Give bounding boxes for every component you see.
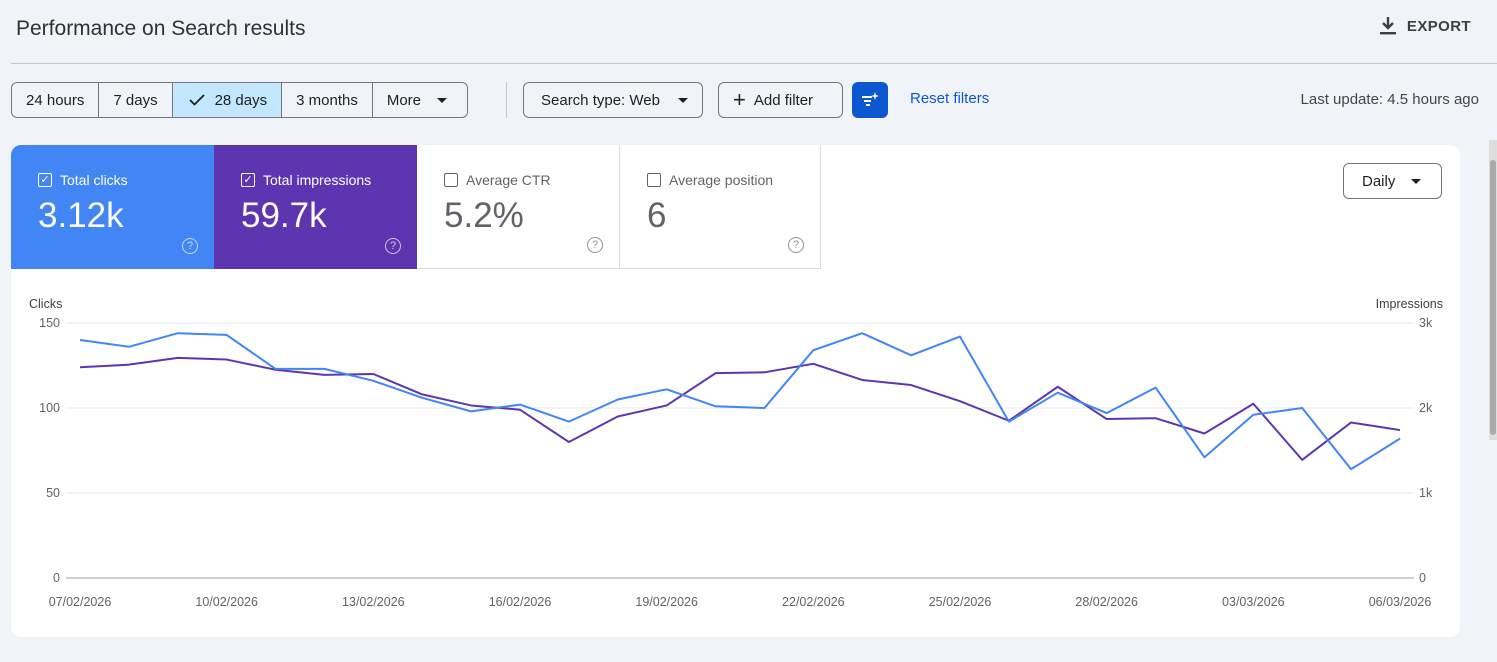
metric-value: 3.12k	[38, 196, 124, 235]
y-axis-left-label: Clicks	[29, 297, 63, 311]
metric-total-clicks[interactable]: ✓ Total clicks 3.12k ?	[11, 145, 214, 269]
help-icon[interactable]: ?	[182, 238, 198, 254]
range-24-hours[interactable]: 24 hours	[12, 83, 100, 117]
series-line-total-impressions	[79, 356, 1401, 461]
checkbox-checked-icon[interactable]: ✓	[38, 173, 52, 187]
range-label: 3 months	[296, 91, 358, 109]
page-title: Performance on Search results	[16, 17, 306, 40]
caret-down-icon	[677, 97, 688, 103]
help-icon[interactable]: ?	[385, 238, 401, 254]
x-tick: 10/02/2026	[195, 595, 258, 609]
range-3-months[interactable]: 3 months	[282, 83, 373, 117]
y-tick-left: 100	[39, 401, 60, 415]
x-tick: 25/02/2026	[929, 595, 992, 609]
y-tick-right: 0	[1419, 571, 1426, 585]
plus-icon: +	[733, 87, 746, 112]
y-axis-right-label: Impressions	[1375, 297, 1443, 311]
date-range-selector: 24 hours 7 days 28 days 3 months More	[11, 82, 469, 118]
range-label: 28 days	[214, 91, 268, 109]
y-tick-right: 3k	[1419, 316, 1433, 330]
range-label: 7 days	[113, 91, 158, 109]
x-tick: 28/02/2026	[1075, 595, 1138, 609]
toolbar-separator	[506, 82, 507, 118]
add-filter-label: Add filter	[753, 91, 814, 109]
checkbox-checked-icon[interactable]: ✓	[241, 173, 255, 187]
x-tick: 03/03/2026	[1222, 595, 1285, 609]
export-label: EXPORT	[1406, 17, 1471, 35]
reset-filters-link[interactable]: Reset filters	[910, 90, 990, 107]
caret-down-icon	[437, 97, 448, 103]
range-more[interactable]: More	[373, 83, 467, 117]
metric-label: Total impressions	[263, 172, 372, 188]
x-tick: 06/03/2026	[1369, 595, 1432, 609]
add-filter-button[interactable]: + Add filter	[718, 82, 843, 118]
series-line-total-clicks	[79, 332, 1401, 471]
y-tick-right: 1k	[1419, 486, 1433, 500]
metric-value: 6	[647, 196, 667, 235]
range-label: 24 hours	[26, 91, 85, 109]
x-tick: 19/02/2026	[635, 595, 698, 609]
last-update: Last update: 4.5 hours ago	[1300, 91, 1479, 108]
range-7-days[interactable]: 7 days	[99, 83, 173, 117]
metric-value: 59.7k	[241, 196, 327, 235]
caret-down-icon	[1411, 178, 1422, 184]
performance-card: ✓ Total clicks 3.12k ? ✓ Total impressions…	[11, 145, 1460, 637]
scrollbar-thumb[interactable]	[1490, 160, 1496, 435]
y-tick-left: 150	[39, 316, 60, 330]
x-tick: 13/02/2026	[342, 595, 405, 609]
range-28-days[interactable]: 28 days	[172, 83, 283, 117]
download-icon	[1379, 17, 1396, 35]
metric-label: Total clicks	[60, 172, 128, 188]
metric-average-ctr[interactable]: Average CTR 5.2% ?	[417, 145, 620, 269]
granularity-label: Daily	[1362, 172, 1396, 190]
x-tick: 07/02/2026	[49, 595, 112, 609]
search-type-label: Search type: Web	[541, 91, 660, 109]
header-divider	[11, 63, 1497, 64]
check-icon	[188, 94, 205, 106]
smart-filter-button[interactable]	[852, 82, 888, 118]
metric-average-position[interactable]: Average position 6 ?	[620, 145, 821, 269]
scrollbar[interactable]	[1489, 140, 1497, 440]
metric-label: Average CTR	[466, 172, 551, 188]
checkbox-unchecked-icon[interactable]	[647, 173, 661, 187]
search-type-dropdown[interactable]: Search type: Web	[523, 82, 703, 118]
export-button[interactable]: EXPORT	[1379, 16, 1471, 36]
metric-value: 5.2%	[444, 196, 524, 235]
y-tick-right: 2k	[1419, 401, 1433, 415]
x-tick: 22/02/2026	[782, 595, 845, 609]
filter-sparkle-icon	[862, 92, 879, 106]
y-tick-left: 0	[53, 571, 60, 585]
metric-total-impressions[interactable]: ✓ Total impressions 59.7k ?	[214, 145, 417, 269]
range-label: More	[386, 91, 422, 109]
x-tick: 16/02/2026	[489, 595, 552, 609]
help-icon[interactable]: ?	[788, 237, 804, 253]
checkbox-unchecked-icon[interactable]	[444, 173, 458, 187]
y-tick-left: 50	[46, 486, 60, 500]
granularity-dropdown[interactable]: Daily	[1343, 163, 1442, 199]
help-icon[interactable]: ?	[587, 237, 603, 253]
metric-label: Average position	[669, 172, 774, 188]
